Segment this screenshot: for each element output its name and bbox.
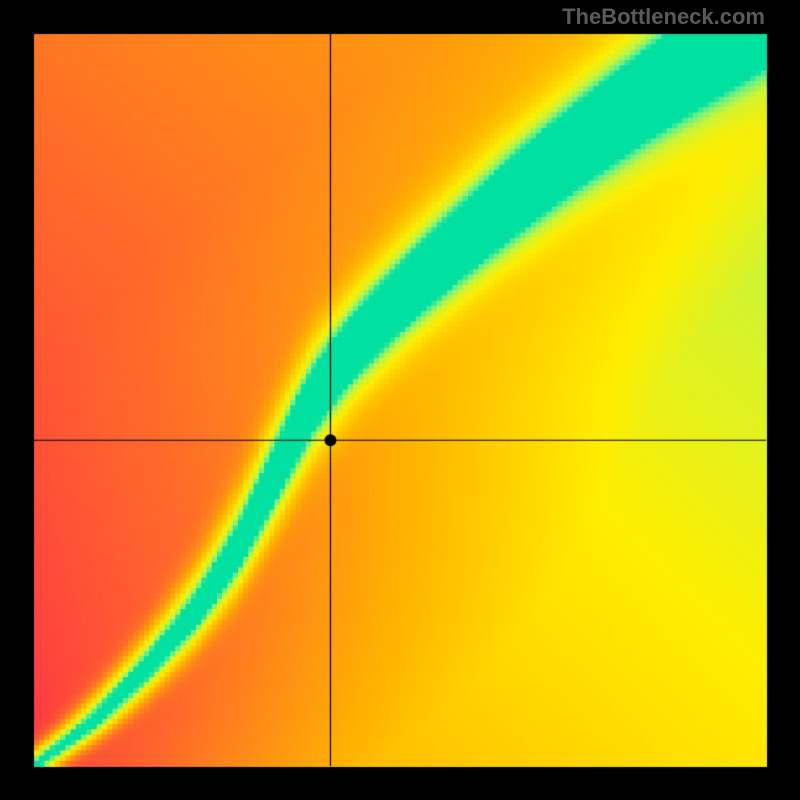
watermark-text: TheBottleneck.com <box>562 4 765 30</box>
chart-container: TheBottleneck.com <box>0 0 800 800</box>
heatmap-canvas <box>0 0 800 800</box>
